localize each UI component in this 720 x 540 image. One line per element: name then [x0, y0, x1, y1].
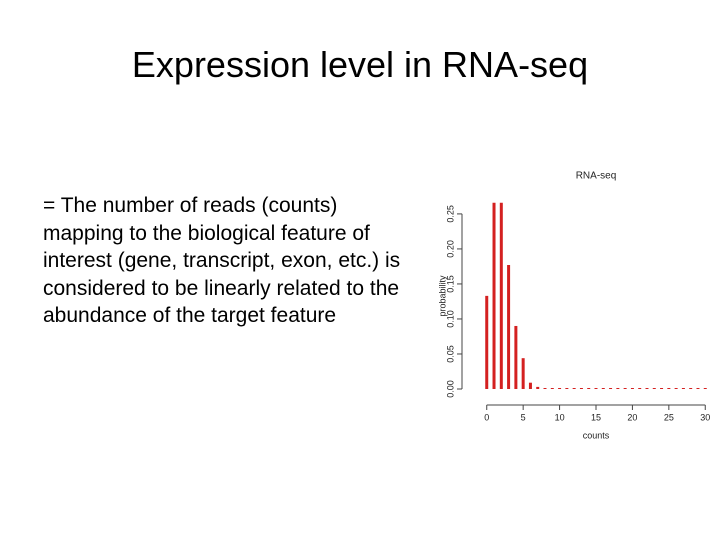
x-tick-label: 30	[700, 412, 710, 422]
x-tick-label: 25	[664, 412, 674, 422]
y-axis-label: probability	[437, 275, 447, 317]
y-tick-label: 0.15	[445, 275, 455, 293]
slide-title: Expression level in RNA-seq	[131, 44, 589, 85]
x-axis-label: counts	[583, 430, 610, 440]
x-tick-label: 5	[521, 412, 526, 422]
slide-body: = The number of reads (counts) mapping t…	[43, 194, 401, 327]
y-tick-label: 0.00	[445, 380, 455, 398]
y-tick-label: 0.10	[445, 310, 455, 328]
x-tick-label: 15	[591, 412, 601, 422]
x-tick-label: 20	[627, 412, 637, 422]
x-tick-label: 10	[555, 412, 565, 422]
y-tick-label: 0.20	[445, 240, 455, 258]
y-tick-label: 0.05	[445, 345, 455, 363]
x-tick-label: 0	[484, 412, 489, 422]
chart-title: RNA-seq	[576, 171, 617, 182]
y-tick-label: 0.25	[445, 205, 455, 223]
